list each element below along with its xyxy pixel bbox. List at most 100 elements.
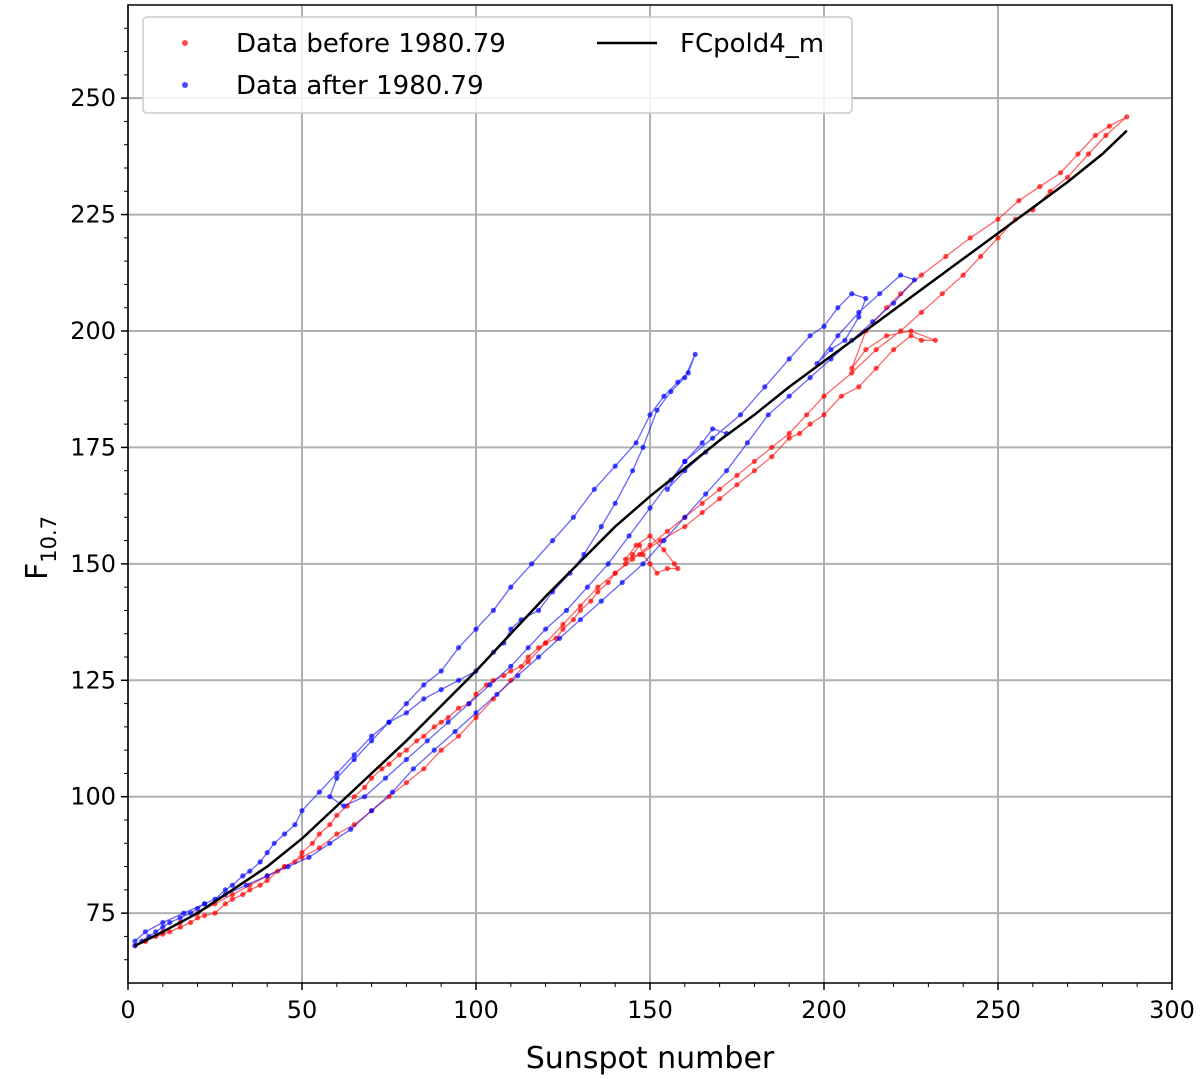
data-point <box>786 356 792 362</box>
data-point <box>550 538 556 544</box>
data-point <box>438 719 444 725</box>
data-point <box>967 235 973 241</box>
data-point <box>556 635 563 642</box>
data-point <box>369 733 375 739</box>
data-point <box>821 412 827 418</box>
data-point <box>737 412 744 418</box>
data-point <box>445 714 451 721</box>
data-point <box>804 412 810 418</box>
data-point <box>891 347 897 353</box>
data-point <box>786 393 792 399</box>
data-point <box>327 840 333 846</box>
data-point <box>978 253 984 260</box>
data-point <box>403 710 409 716</box>
data-point <box>588 598 594 604</box>
data-point <box>379 766 385 772</box>
data-point <box>212 910 218 916</box>
data-point <box>932 337 939 343</box>
data-point <box>181 910 187 916</box>
data-point <box>438 747 444 753</box>
data-point <box>341 803 347 809</box>
data-point <box>414 738 420 744</box>
data-point <box>633 542 639 548</box>
data-point <box>160 919 166 926</box>
data-point <box>734 482 740 488</box>
data-point <box>348 826 354 832</box>
data-point <box>536 654 542 660</box>
data-point <box>605 579 611 586</box>
data-point <box>264 873 270 879</box>
data-point <box>1085 151 1092 157</box>
data-point <box>577 617 584 623</box>
data-point <box>543 626 549 632</box>
data-point <box>456 645 462 651</box>
data-point <box>386 794 392 800</box>
data-point <box>316 831 322 837</box>
data-point <box>243 882 249 888</box>
data-point <box>873 347 879 353</box>
data-point <box>807 421 813 427</box>
data-point <box>664 565 671 572</box>
data-point <box>682 458 688 464</box>
data-point <box>612 463 618 469</box>
data-point <box>898 272 904 278</box>
y-tick-label: 75 <box>85 899 116 927</box>
data-point <box>918 272 925 278</box>
data-point <box>769 454 775 460</box>
data-point <box>724 468 730 474</box>
data-point <box>612 570 618 576</box>
data-point <box>570 617 577 623</box>
data-point <box>222 901 228 907</box>
data-point <box>222 887 228 893</box>
data-point <box>1016 198 1022 204</box>
data-point <box>299 850 305 856</box>
data-point <box>529 561 535 567</box>
data-point <box>863 295 869 301</box>
data-point <box>1103 132 1109 138</box>
data-point <box>623 556 629 562</box>
data-point <box>369 775 375 781</box>
data-point <box>525 654 531 660</box>
data-point <box>943 253 949 260</box>
data-point <box>167 919 173 926</box>
y-tick-label: 225 <box>70 201 116 229</box>
data-point <box>675 565 681 572</box>
data-point <box>543 640 549 646</box>
data-point <box>257 882 263 888</box>
data-point <box>595 584 601 590</box>
legend-label-before: Data before 1980.79 <box>236 29 506 59</box>
data-point <box>177 915 183 921</box>
data-point <box>386 761 392 767</box>
data-point <box>612 500 618 506</box>
x-tick-label: 150 <box>627 996 673 1024</box>
data-point <box>518 663 524 669</box>
legend-marker-before <box>182 40 188 46</box>
data-point <box>786 430 792 437</box>
data-point <box>195 915 201 921</box>
data-point <box>856 314 862 320</box>
data-point <box>821 323 827 329</box>
x-tick-label: 300 <box>1149 996 1195 1024</box>
data-point <box>153 929 159 935</box>
data-point <box>939 291 945 297</box>
y-axis-title-subscript: 10.7 <box>37 516 61 563</box>
data-point <box>842 337 848 343</box>
data-point <box>515 673 521 679</box>
data-point <box>668 388 674 395</box>
data-point <box>1106 123 1112 129</box>
y-axis-title: F10.7 <box>20 516 61 580</box>
legend-label-after: Data after 1980.79 <box>236 71 484 101</box>
grid <box>127 5 1173 983</box>
data-point <box>577 603 584 609</box>
data-point <box>299 808 305 814</box>
data-point <box>828 347 834 353</box>
data-point <box>1075 151 1081 157</box>
data-point <box>1037 184 1043 190</box>
data-point <box>438 687 444 693</box>
series-fcpold4-m <box>134 129 1128 947</box>
data-point <box>856 309 862 315</box>
data-point <box>473 626 479 632</box>
data-point <box>918 337 925 343</box>
legend-marker-after <box>182 82 188 88</box>
data-point <box>508 677 514 683</box>
